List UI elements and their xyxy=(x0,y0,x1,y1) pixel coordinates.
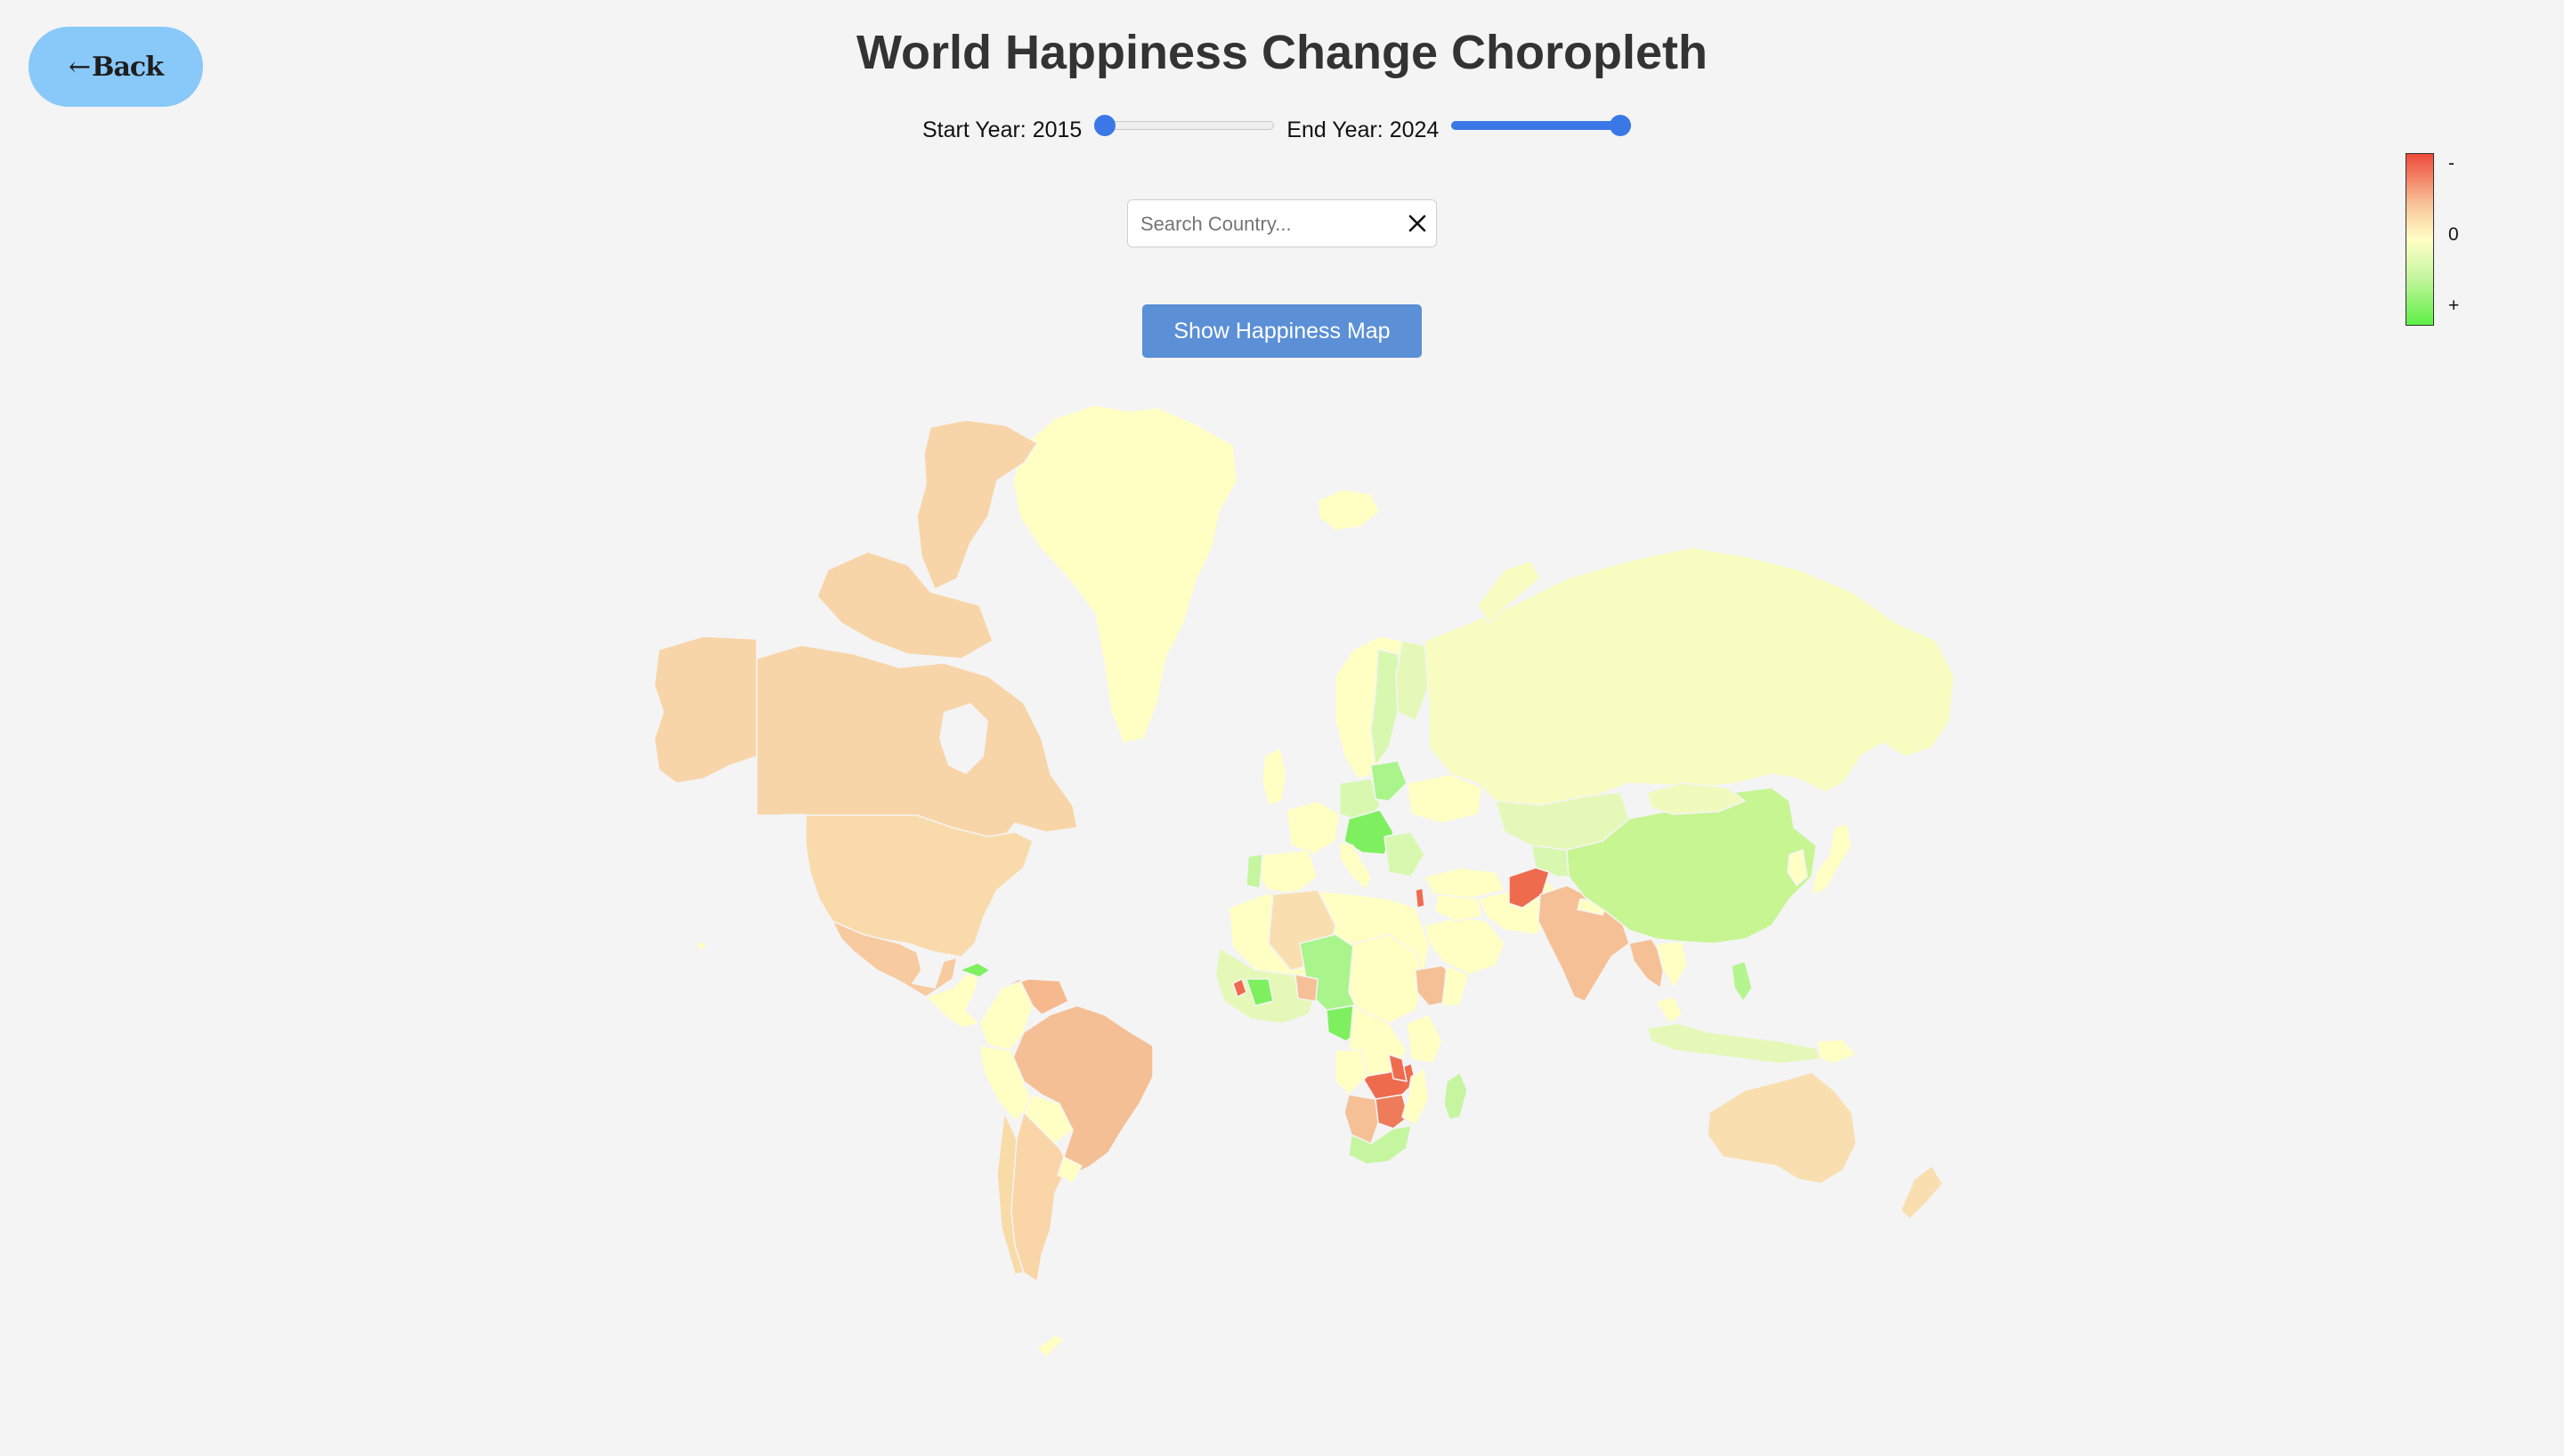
country-mozambique[interactable] xyxy=(1401,1067,1430,1127)
country-finland[interactable] xyxy=(1395,640,1430,722)
country-malaysia[interactable] xyxy=(1655,996,1684,1024)
country-spain[interactable] xyxy=(1256,849,1319,895)
back-button-label: Back xyxy=(92,51,164,83)
end-year-slider[interactable] xyxy=(1449,111,1633,138)
country-iraq-syria[interactable] xyxy=(1434,894,1483,922)
country-indonesia[interactable] xyxy=(1646,1023,1822,1064)
country-italy[interactable] xyxy=(1339,840,1372,891)
country-malawi[interactable] xyxy=(1388,1054,1408,1082)
country-venezuela[interactable] xyxy=(1001,978,1069,1015)
country-new-zealand[interactable] xyxy=(1900,1165,1943,1220)
country-balkans[interactable] xyxy=(1383,831,1425,878)
legend-negative-label: - xyxy=(2448,153,2454,174)
country-tanzania[interactable] xyxy=(1406,1014,1443,1064)
country-turkey[interactable] xyxy=(1424,867,1505,900)
legend-gradient-bar xyxy=(2406,153,2434,326)
country-myanmar-thailand[interactable] xyxy=(1628,938,1666,989)
start-year-slider-thumb[interactable] xyxy=(1094,115,1116,136)
country-iceland[interactable] xyxy=(1317,489,1381,531)
country-chile[interactable] xyxy=(996,1112,1025,1275)
country-novaya-zemlya[interactable] xyxy=(1477,560,1541,624)
country-lebanon[interactable] xyxy=(1415,887,1425,909)
country-canada-islands-2[interactable] xyxy=(816,551,994,659)
country-australia[interactable] xyxy=(1707,1072,1857,1185)
end-year-slider-thumb[interactable] xyxy=(1610,115,1632,136)
country-japan[interactable] xyxy=(1811,822,1853,895)
country-ghana-region[interactable] xyxy=(1245,978,1274,1007)
country-greenland[interactable] xyxy=(1012,404,1238,744)
country-portugal[interactable] xyxy=(1245,853,1263,889)
start-year-slider[interactable] xyxy=(1092,111,1276,138)
color-legend: - 0 + xyxy=(2406,153,2477,329)
country-france-west[interactable] xyxy=(1286,800,1341,855)
hudson-bay xyxy=(939,703,988,774)
country-ukraine[interactable] xyxy=(1406,773,1483,824)
country-vietnam-laos[interactable] xyxy=(1655,941,1688,989)
country-mongolia[interactable] xyxy=(1646,782,1746,815)
country-uruguay[interactable] xyxy=(1057,1156,1083,1185)
country-brazil[interactable] xyxy=(1010,1005,1154,1176)
country-poland[interactable] xyxy=(1370,760,1408,802)
back-button[interactable]: ← Back xyxy=(28,27,203,107)
country-search xyxy=(1127,199,1437,248)
country-central-africa[interactable] xyxy=(1348,934,1425,1024)
country-korea[interactable] xyxy=(1787,849,1808,886)
country-antarctic-peninsula[interactable] xyxy=(1036,1334,1065,1358)
country-alaska[interactable] xyxy=(653,635,758,784)
country-south-africa[interactable] xyxy=(1348,1125,1412,1165)
legend-positive-label: + xyxy=(2448,295,2460,316)
year-range-controls: Start Year: 2015 End Year: 2024 xyxy=(922,112,1643,148)
start-year-label: Start Year: 2015 xyxy=(922,117,1083,142)
country-usa[interactable] xyxy=(805,814,1034,958)
end-year-slider-fill xyxy=(1451,121,1632,130)
country-png[interactable] xyxy=(1815,1039,1857,1064)
close-icon[interactable] xyxy=(1406,212,1429,235)
country-hawaii[interactable] xyxy=(695,941,707,951)
country-philippines[interactable] xyxy=(1731,960,1753,1002)
country-mexico[interactable] xyxy=(832,920,958,998)
country-angola[interactable] xyxy=(1335,1049,1367,1096)
country-central-europe[interactable] xyxy=(1343,809,1394,855)
country-somalia[interactable] xyxy=(1441,965,1470,1007)
show-happiness-map-button[interactable]: Show Happiness Map xyxy=(1142,304,1422,358)
page-title: World Happiness Change Choropleth xyxy=(856,26,1708,79)
country-nicaragua[interactable] xyxy=(959,962,991,978)
search-input[interactable] xyxy=(1128,200,1400,248)
country-saudi-arabia[interactable] xyxy=(1424,916,1505,975)
end-year-label: End Year: 2024 xyxy=(1286,117,1440,142)
left-arrow-icon: ← xyxy=(69,51,91,83)
country-uk[interactable] xyxy=(1262,747,1287,806)
country-canada-arctic[interactable] xyxy=(916,419,1038,590)
country-central-america[interactable] xyxy=(925,969,980,1029)
country-namibia-botswana[interactable] xyxy=(1343,1094,1379,1145)
country-sierra-leone[interactable] xyxy=(1232,978,1247,998)
country-madagascar[interactable] xyxy=(1443,1072,1468,1120)
legend-zero-label: 0 xyxy=(2448,224,2459,245)
country-cameroon[interactable] xyxy=(1294,974,1319,1002)
